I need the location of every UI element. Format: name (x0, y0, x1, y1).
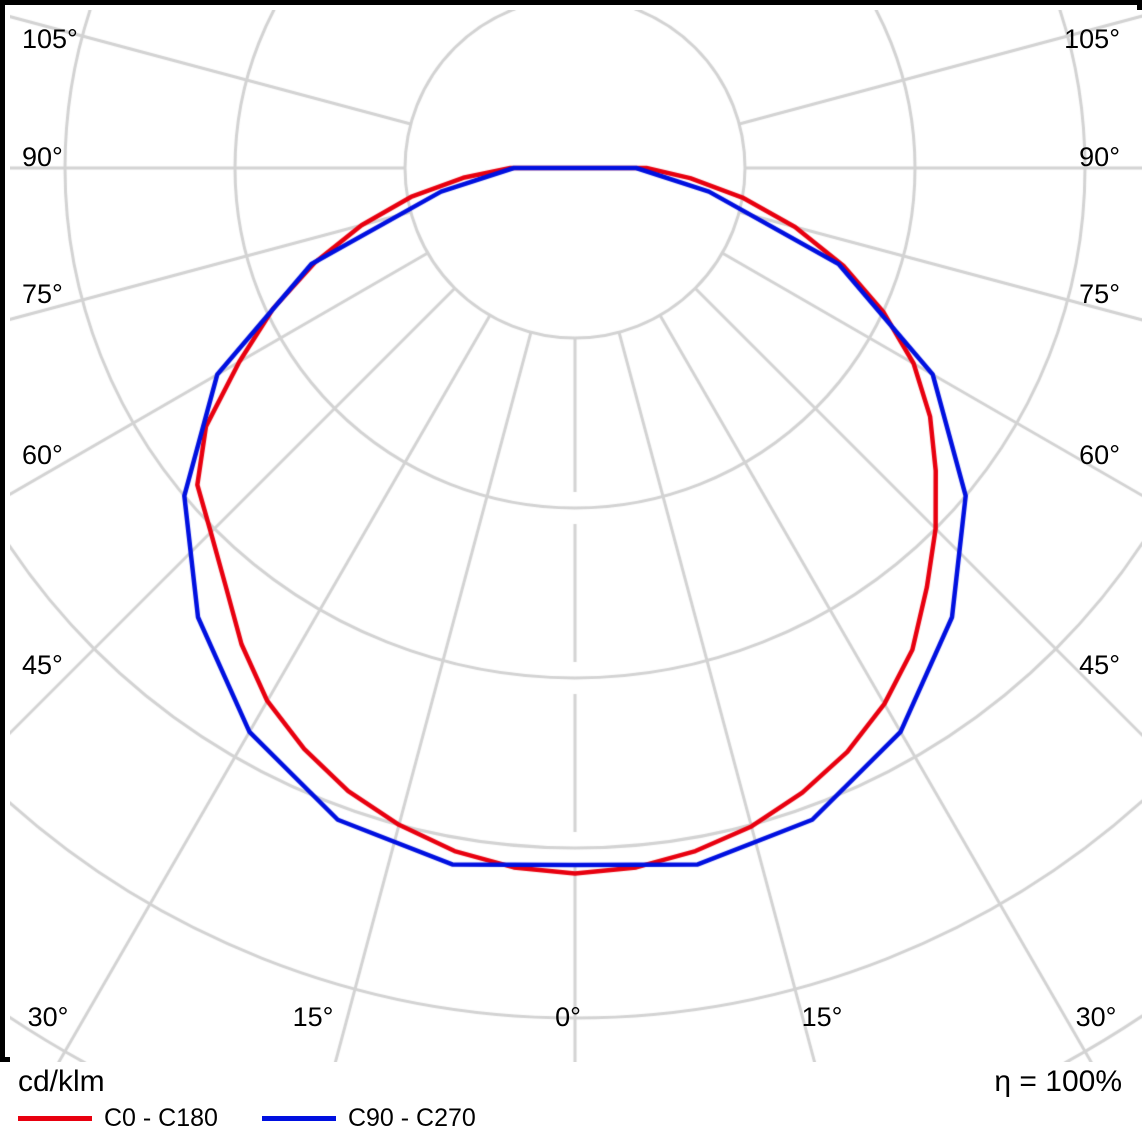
polar-chart-canvas (10, 10, 1142, 1062)
legend-line-blue (261, 1115, 336, 1121)
legend-entry-c90-c270: C90 - C270 (261, 1104, 476, 1132)
legend-entry-c0-c180: C0 - C180 (18, 1104, 218, 1132)
unit-label: cd/klm (18, 1065, 105, 1098)
legend-label-c0-c180: C0 - C180 (104, 1104, 218, 1132)
legend-line-red (18, 1115, 92, 1121)
legend-label-c90-c270: C90 - C270 (347, 1104, 476, 1132)
polar-plot-frame (0, 0, 1142, 1062)
legend: C0 - C180 C90 - C270 (18, 1104, 520, 1132)
efficiency-label: η = 100% (994, 1065, 1122, 1098)
